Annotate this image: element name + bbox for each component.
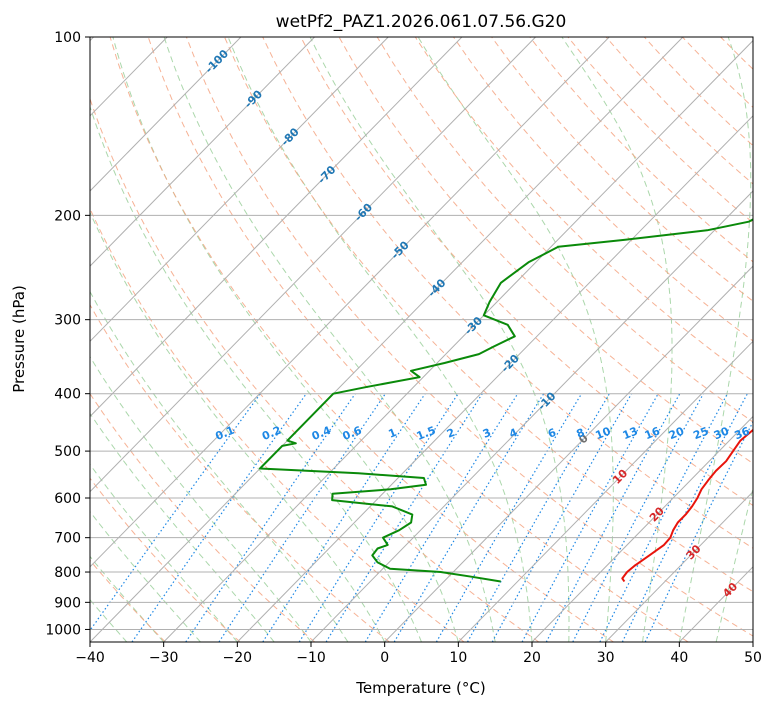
mixing-ratio-label: 3 — [481, 426, 493, 441]
dry-adiabat — [491, 37, 753, 302]
isotherm-line — [384, 265, 753, 642]
x-tick-label: 50 — [744, 650, 762, 666]
y-tick-label: 900 — [54, 595, 81, 611]
y-axis-label: Pressure (hPa) — [10, 285, 28, 393]
mixing-ratio-label: 30 — [712, 424, 731, 442]
mixing-ratio-label: 36 — [732, 424, 751, 442]
y-tick-label: 500 — [54, 444, 81, 460]
plot-frame — [89, 36, 754, 643]
isotherm-line — [531, 415, 753, 642]
isotherm-line — [90, 37, 536, 493]
moist-adiabat — [90, 211, 386, 642]
mixing-ratio-line — [262, 393, 426, 642]
isotherm-line — [90, 37, 610, 568]
mixing-ratio-lines — [90, 393, 753, 642]
isotherm-line — [90, 37, 315, 267]
x-tick-label: −30 — [149, 650, 179, 666]
chart-title: wetPf2_PAZ1.2026.061.07.56.G20 — [276, 12, 567, 32]
isotherm-line — [90, 37, 242, 192]
mixing-ratio-line — [90, 393, 261, 632]
moist-adiabat — [417, 37, 614, 642]
isotherm-line — [236, 115, 753, 642]
x-tick-label: −40 — [75, 650, 105, 666]
x-tick-label: 20 — [523, 650, 541, 666]
isotherm-line — [310, 190, 753, 642]
mixing-ratio-label: 13 — [621, 424, 640, 442]
dewpoint-line — [259, 218, 753, 583]
y-tick-label: 800 — [54, 565, 81, 581]
mixing-ratio-label: 2 — [445, 426, 457, 441]
y-tick-label: 700 — [54, 531, 81, 547]
x-tick-label: 40 — [670, 650, 688, 666]
moist-adiabat — [90, 463, 238, 642]
y-tick-label: 400 — [54, 387, 81, 403]
isotherm-line — [90, 37, 463, 418]
y-tick-label: 200 — [54, 208, 81, 224]
temperature-line — [621, 428, 753, 583]
y-axis-ticks: 100 200 300 400 500 600 700 800 900 1000 — [45, 30, 90, 638]
moist-adiabat — [561, 37, 673, 642]
mixing-ratio-line — [298, 393, 459, 642]
x-tick-label: 30 — [597, 650, 615, 666]
x-tick-label: 10 — [449, 650, 467, 666]
mixing-ratio-line — [364, 393, 519, 642]
y-tick-label: 1000 — [45, 622, 81, 638]
moist-adiabat — [163, 37, 496, 642]
mixing-ratio-line — [521, 393, 659, 642]
mixing-ratio-label: 8 — [574, 426, 586, 441]
moist-adiabat — [715, 486, 753, 642]
mixing-ratio-label: 16 — [643, 424, 662, 442]
sounding-series — [259, 218, 753, 583]
dry-adiabat — [90, 392, 316, 642]
mixing-ratio-line — [435, 393, 583, 642]
isotherm-line — [457, 340, 753, 642]
moist-adiabat — [90, 105, 422, 642]
mixing-ratio-line — [131, 393, 307, 642]
mixing-ratio-label: 20 — [667, 424, 686, 442]
x-axis-label: Temperature (°C) — [355, 679, 485, 697]
mixing-ratio-line — [491, 393, 633, 642]
moist-adiabats — [90, 37, 753, 642]
y-tick-label: 300 — [54, 313, 81, 329]
mixing-ratio-line — [466, 393, 610, 642]
dry-adiabat — [300, 37, 753, 507]
dry-adiabat — [262, 37, 753, 549]
isotherm-line — [163, 39, 753, 642]
isotherm-lines — [90, 37, 753, 642]
moist-adiabat — [227, 37, 533, 642]
x-axis-ticks: −40 −30 −20 −10 0 10 20 30 40 50 — [75, 642, 762, 666]
moist-adiabat — [678, 37, 752, 642]
mixing-ratio-label: 25 — [691, 424, 710, 442]
mixing-ratio-label: 10 — [594, 424, 613, 442]
x-tick-label: −10 — [296, 650, 326, 666]
moist-adiabat — [309, 37, 570, 642]
y-tick-label: 600 — [54, 491, 81, 507]
isotherm-line — [90, 37, 684, 642]
mixing-ratio-label: 1 — [387, 426, 399, 441]
moist-adiabat — [90, 290, 349, 642]
moist-adiabat — [90, 412, 275, 642]
dry-adiabat — [90, 477, 241, 642]
y-tick-label: 100 — [54, 30, 81, 46]
x-tick-label: −20 — [223, 650, 253, 666]
moist-adiabat — [112, 37, 459, 642]
x-tick-label: 0 — [380, 650, 389, 666]
mixing-ratio-line — [599, 393, 728, 642]
isotherm-line — [90, 37, 389, 343]
pressure-gridlines — [90, 37, 753, 630]
dry-adiabat — [90, 303, 390, 642]
dry-adiabat — [224, 37, 753, 593]
isotherm-line — [605, 490, 753, 642]
mixing-ratio-line — [218, 393, 386, 642]
dry-adiabat — [147, 37, 689, 642]
dry-adiabat — [90, 97, 540, 642]
mixing-ratio-line — [393, 393, 545, 642]
mixing-ratio-line — [644, 420, 753, 642]
